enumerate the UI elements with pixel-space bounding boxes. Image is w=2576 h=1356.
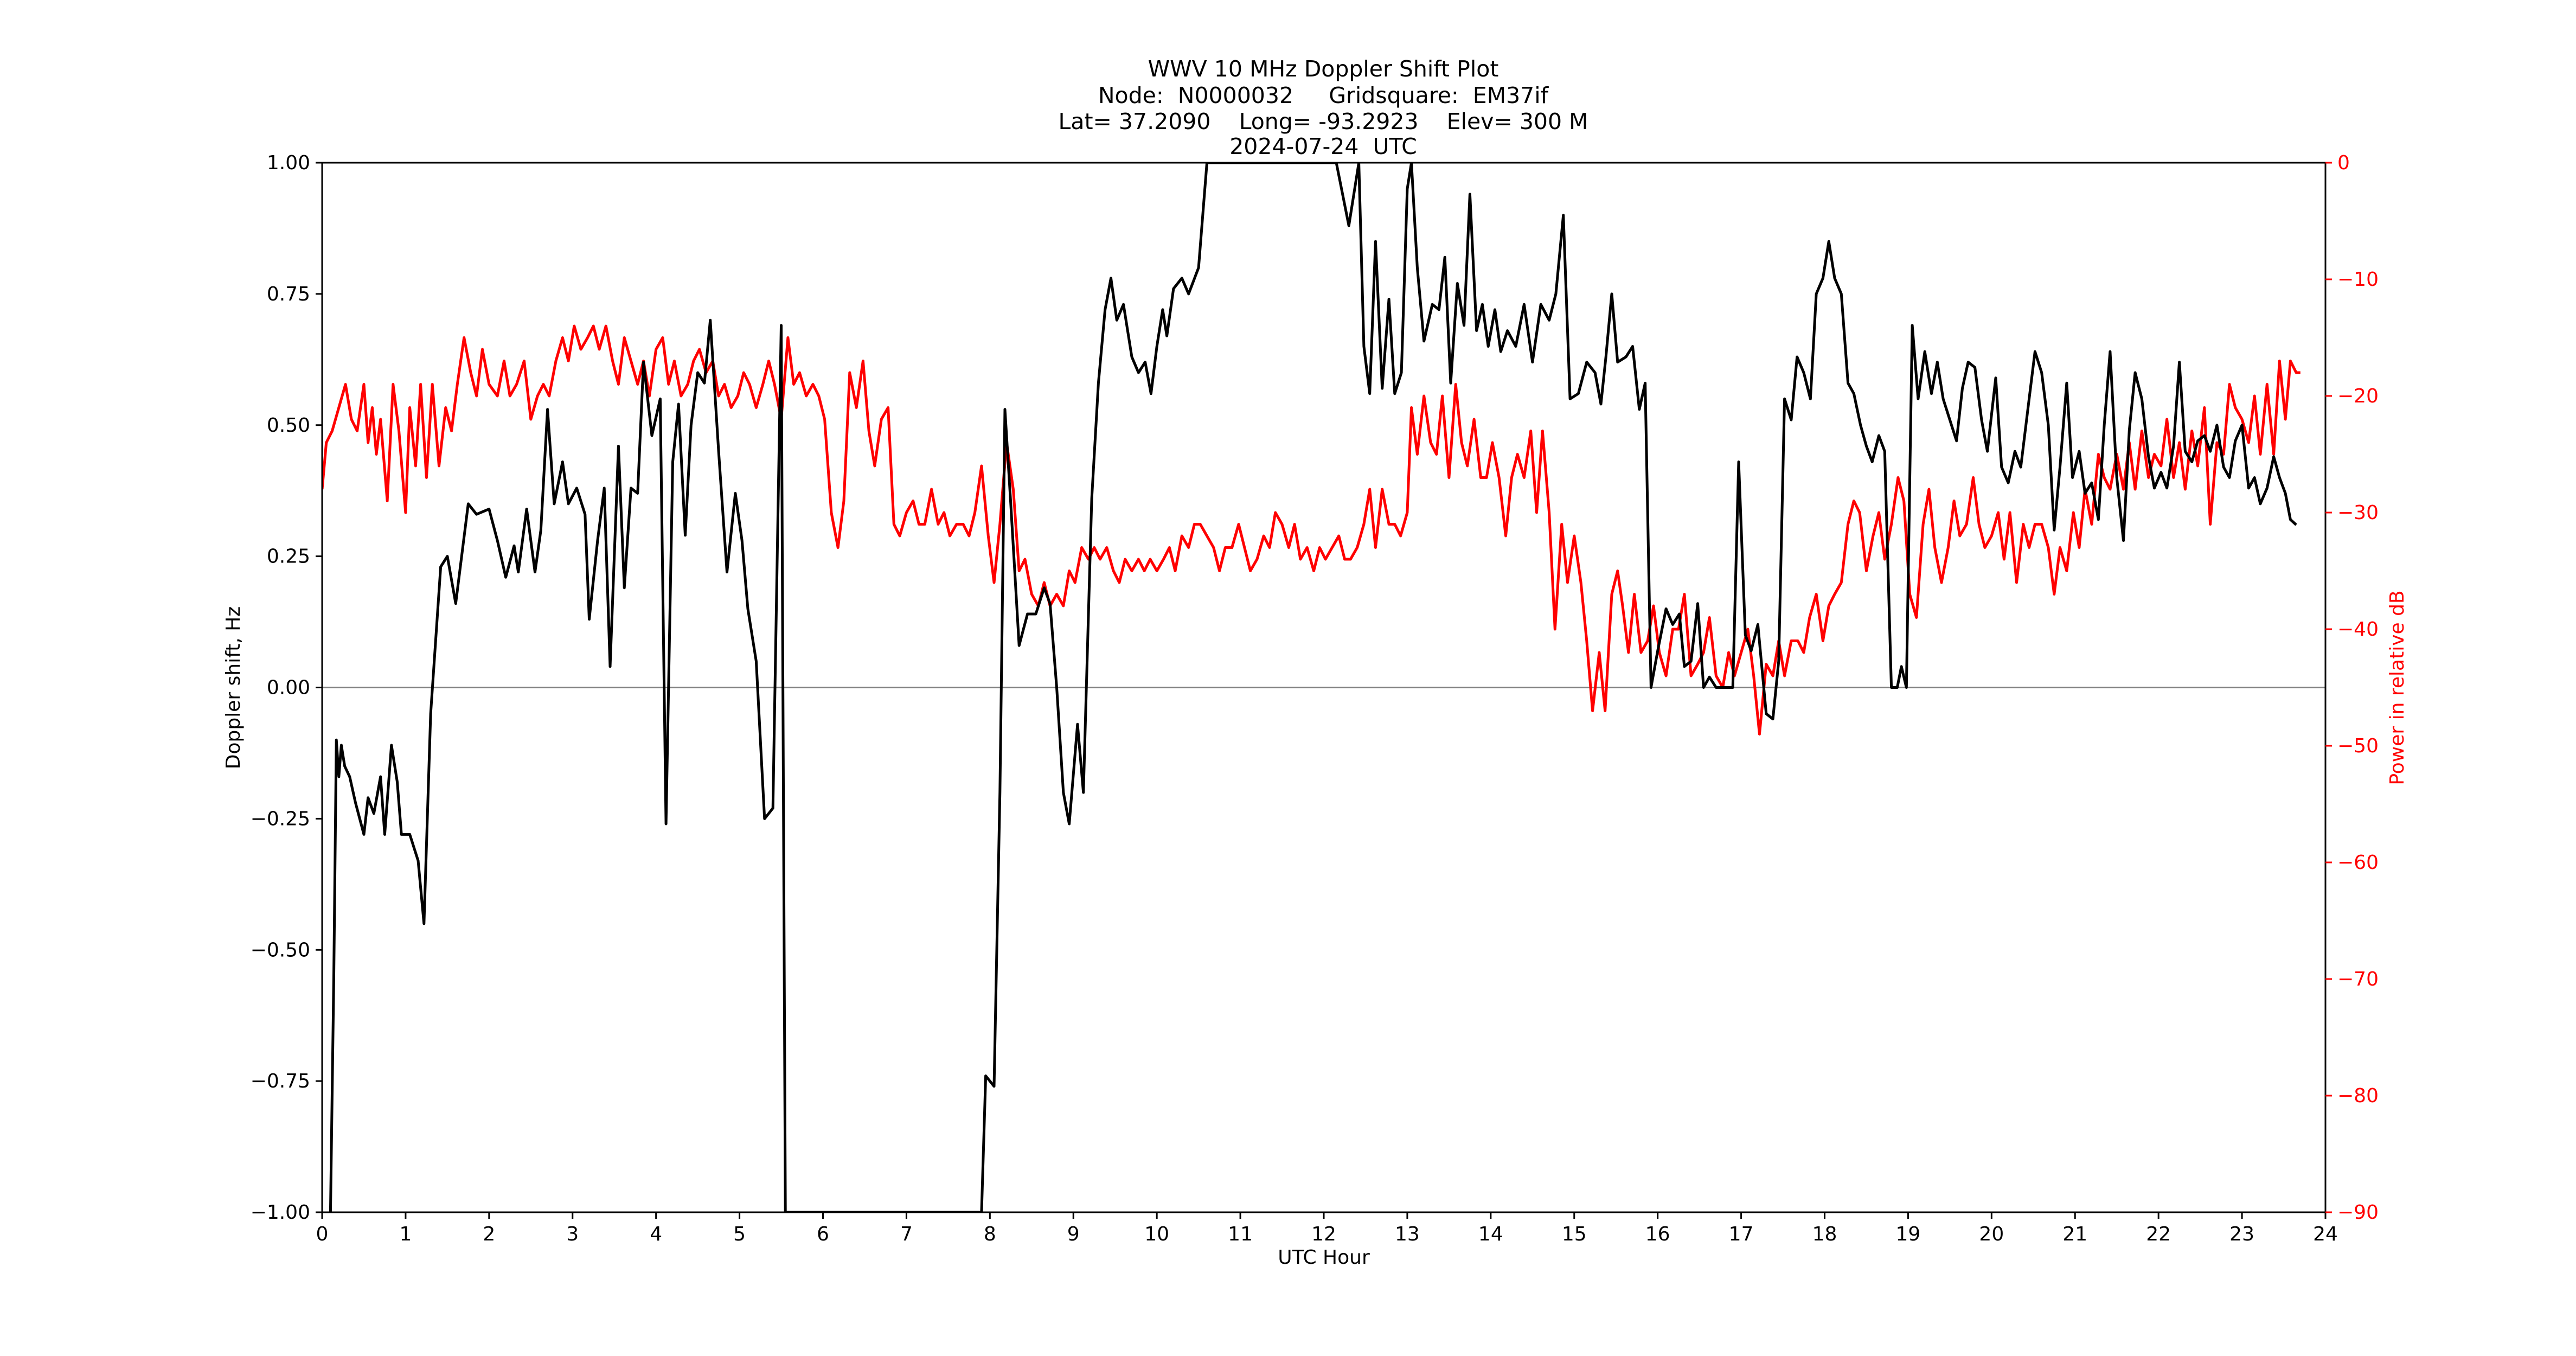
right-y-axis: 0 −10 −20 −30 −40 −50 −60 −70 −80 −90 xyxy=(2325,152,2379,1224)
x-tick-label: 23 xyxy=(2229,1223,2254,1245)
x-tick-label: 18 xyxy=(1812,1223,1837,1245)
x-tick-label: 7 xyxy=(900,1223,913,1245)
x-tick-label: 21 xyxy=(2062,1223,2087,1245)
x-tick-label: 8 xyxy=(984,1223,996,1245)
right-y-tick-label: −10 xyxy=(2337,268,2379,291)
doppler-series-line xyxy=(329,163,2297,1212)
left-y-tick-label: 0.25 xyxy=(267,546,310,568)
x-tick-label: 14 xyxy=(1478,1223,1503,1245)
right-y-tick-label: −80 xyxy=(2337,1085,2379,1107)
title-line-1: WWV 10 MHz Doppler Shift Plot xyxy=(1148,56,1499,82)
x-axis: 0 1 2 3 4 5 6 7 8 9 10 11 12 13 14 15 16 17 18 19 20 21 22 23 24 xyxy=(316,1212,2338,1245)
left-y-tick-label: 1.00 xyxy=(267,152,310,174)
x-tick-label: 24 xyxy=(2313,1223,2338,1245)
chart-title: WWV 10 MHz Doppler Shift Plot Node: N000… xyxy=(1058,56,1588,159)
x-axis-label: UTC Hour xyxy=(1278,1246,1370,1269)
right-y-tick-label: −70 xyxy=(2337,968,2379,990)
x-tick-label: 3 xyxy=(566,1223,579,1245)
right-y-tick-label: −20 xyxy=(2337,385,2379,407)
x-tick-label: 19 xyxy=(1896,1223,1921,1245)
left-y-tick-label: −0.25 xyxy=(251,808,310,830)
right-y-tick-label: 0 xyxy=(2337,152,2350,174)
x-tick-label: 15 xyxy=(1562,1223,1587,1245)
x-tick-label: 4 xyxy=(650,1223,662,1245)
x-tick-label: 6 xyxy=(817,1223,829,1245)
right-y-tick-label: −50 xyxy=(2337,735,2379,757)
left-y-axis-label: Doppler shift, Hz xyxy=(222,606,245,769)
x-tick-label: 9 xyxy=(1067,1223,1080,1245)
left-y-tick-label: 0.00 xyxy=(267,677,310,699)
title-line-4: 2024-07-24 UTC xyxy=(1229,133,1417,159)
right-y-tick-label: −90 xyxy=(2337,1201,2379,1224)
x-tick-label: 12 xyxy=(1311,1223,1336,1245)
left-y-axis: −1.00 −0.75 −0.50 −0.25 0.00 0.25 0.50 0.75 1.00 xyxy=(251,152,322,1224)
x-tick-label: 10 xyxy=(1144,1223,1169,1245)
title-line-3: Lat= 37.2090 Long= -93.2923 Elev= 300 M xyxy=(1058,108,1588,135)
right-y-tick-label: −60 xyxy=(2337,852,2379,874)
left-y-tick-label: 0.75 xyxy=(267,283,310,305)
right-y-axis-label: Power in relative dB xyxy=(2386,590,2408,785)
x-tick-label: 5 xyxy=(733,1223,746,1245)
title-line-2: Node: N0000032 Gridsquare: EM37if xyxy=(1098,82,1549,108)
right-y-tick-label: −30 xyxy=(2337,502,2379,524)
left-y-tick-label: 0.50 xyxy=(267,414,310,437)
x-tick-label: 22 xyxy=(2146,1223,2171,1245)
left-y-tick-label: −0.50 xyxy=(251,939,310,961)
left-y-tick-label: −0.75 xyxy=(251,1070,310,1092)
x-tick-label: 11 xyxy=(1228,1223,1253,1245)
left-y-tick-label: −1.00 xyxy=(251,1201,310,1224)
x-tick-label: 16 xyxy=(1645,1223,1670,1245)
series-layer xyxy=(322,163,2301,1212)
x-tick-label: 17 xyxy=(1729,1223,1754,1245)
x-tick-label: 2 xyxy=(483,1223,495,1245)
x-tick-label: 13 xyxy=(1395,1223,1420,1245)
right-y-tick-label: −40 xyxy=(2337,618,2379,641)
x-tick-label: 0 xyxy=(316,1223,329,1245)
x-tick-label: 20 xyxy=(1979,1223,2004,1245)
x-tick-label: 1 xyxy=(399,1223,412,1245)
